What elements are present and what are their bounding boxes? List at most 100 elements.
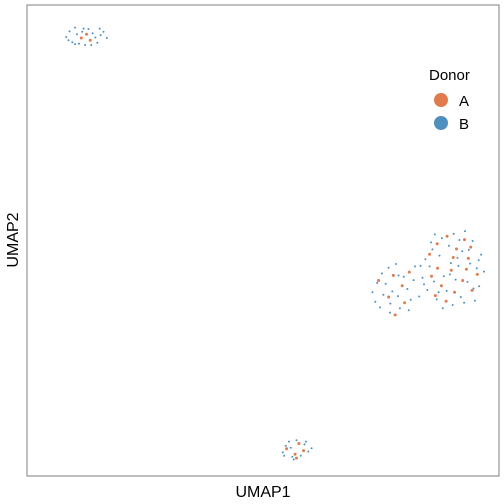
point-donor-a [461,279,465,282]
point-donor-b [303,443,306,446]
point-donor-b [448,273,451,276]
point-donor-b [454,278,457,281]
point-donor-b [452,232,455,235]
x-axis-label: UMAP1 [235,484,290,501]
point-donor-b [379,306,382,309]
point-donor-b [451,304,454,306]
point-donor-b [438,254,441,257]
point-donor-b [457,264,460,267]
point-donor-b [471,240,474,242]
point-donor-b [380,272,383,275]
point-donor-b [473,299,476,302]
legend: Donor A B [429,67,470,133]
point-donor-b [98,27,101,30]
point-donor-b [299,454,302,457]
point-donor-b [99,34,102,37]
point-donor-b [456,256,459,259]
point-donor-a [297,442,301,445]
point-donor-b [482,270,485,273]
point-donor-b [84,44,87,46]
point-donor-b [105,37,108,39]
point-donor-a [436,266,440,270]
point-donor-b [402,275,405,278]
point-donor-b [475,267,478,270]
point-donor-b [284,444,287,447]
point-donor-a [430,274,433,278]
point-donor-a [455,247,458,251]
legend-label-a: A [459,93,469,110]
point-donor-b [466,280,469,283]
point-donor-b [305,440,307,443]
point-donor-b [397,295,399,298]
point-donor-b [441,307,444,310]
point-donor-b [291,455,294,458]
point-donor-b [94,36,97,39]
point-donor-b [423,283,425,286]
legend-key-b [434,116,448,130]
point-donor-a [470,288,474,292]
points-layer [65,26,485,461]
point-donor-b [74,43,77,46]
point-donor-b [289,446,292,449]
point-donor-a [464,267,468,271]
legend-key-a [434,93,448,107]
point-donor-b [90,44,93,46]
point-donor-b [292,458,295,461]
point-donor-b [102,30,105,33]
point-donor-a [85,32,88,36]
point-donor-b [407,309,410,312]
point-donor-b [76,33,78,36]
point-donor-b [426,289,429,291]
point-donor-a [469,245,473,249]
point-donor-b [74,26,77,29]
point-donor-a [435,242,439,246]
point-donor-a [451,256,455,259]
point-donor-a [377,279,381,282]
point-donor-b [418,295,421,298]
point-donor-b [288,440,290,443]
point-donor-a [403,301,407,305]
point-donor-b [461,250,464,253]
point-donor-b [414,265,416,268]
point-donor-a [302,449,306,453]
point-donor-b [463,301,466,304]
point-donor-a [445,234,449,238]
point-donor-b [65,36,68,38]
point-donor-b [464,230,466,233]
point-donor-b [384,282,387,285]
point-donor-b [478,285,481,288]
point-donor-b [458,239,461,241]
point-donor-b [387,266,390,269]
point-donor-b [432,280,435,283]
point-donor-b [435,298,438,301]
point-donor-a [463,238,466,242]
point-donor-b [376,281,379,284]
point-donor-b [295,439,298,442]
point-donor-b [391,290,394,293]
legend-label-b: B [459,116,469,133]
point-donor-b [389,311,391,314]
point-donor-b [374,300,377,303]
point-donor-b [395,263,398,265]
point-donor-b [77,42,80,45]
point-donor-a [444,299,448,303]
point-donor-b [82,27,85,30]
point-donor-b [96,41,99,44]
point-donor-b [91,32,94,35]
point-donor-a [449,268,453,272]
point-donor-b [310,447,313,450]
point-donor-b [430,241,432,244]
point-donor-a [428,252,432,256]
point-donor-b [281,451,284,454]
point-donor-b [459,296,462,298]
point-donor-b [307,450,310,453]
point-donor-a [393,313,397,317]
point-donor-a [295,456,298,460]
point-donor-b [448,244,450,247]
point-donor-a [453,290,457,294]
point-donor-b [477,259,480,262]
point-donor-a [433,294,437,298]
point-donor-a [400,284,404,288]
point-donor-b [67,39,70,42]
